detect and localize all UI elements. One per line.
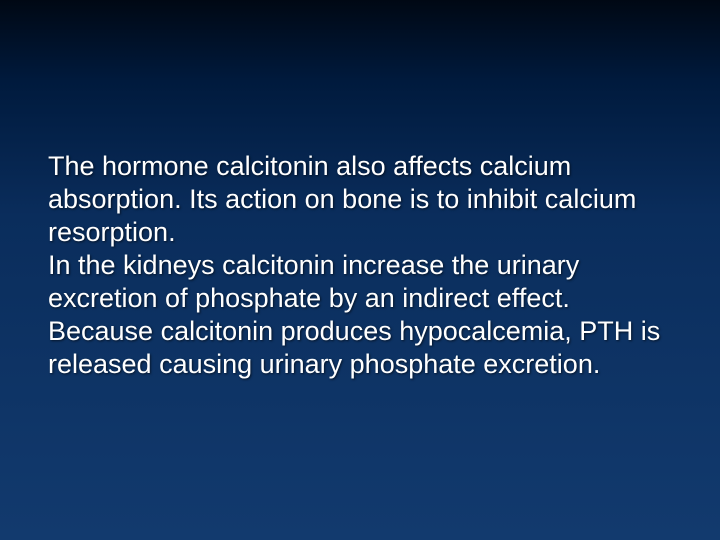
paragraph-1: The hormone calcitonin also affects calc…: [48, 150, 668, 249]
paragraph-2: In the kidneys calcitonin increase the u…: [48, 249, 668, 381]
slide-body: The hormone calcitonin also affects calc…: [48, 150, 668, 381]
slide: The hormone calcitonin also affects calc…: [0, 0, 720, 540]
